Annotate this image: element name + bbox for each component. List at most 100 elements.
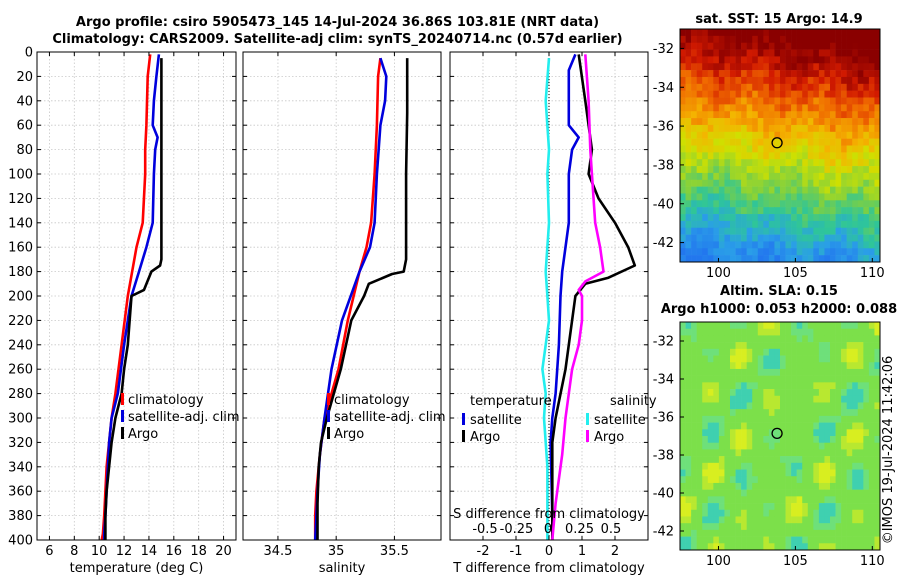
map-cell <box>713 220 720 229</box>
map-cell <box>791 193 797 201</box>
map-cell <box>846 449 853 457</box>
map-cell <box>807 375 814 383</box>
map-cell <box>818 543 825 551</box>
map-cell <box>724 124 731 133</box>
map-cell <box>763 214 770 222</box>
map-cell <box>852 193 859 201</box>
map-cell <box>702 166 709 174</box>
map-cell <box>857 503 864 511</box>
map-cell <box>807 342 814 350</box>
map-cell <box>830 241 836 249</box>
map-cell <box>857 362 864 370</box>
map-cell <box>768 104 775 112</box>
map-cell <box>724 248 731 256</box>
map-cell <box>713 172 720 181</box>
map-cell <box>746 355 753 363</box>
map-cell <box>857 482 864 490</box>
map-cell <box>702 342 709 350</box>
map-cell <box>774 342 781 350</box>
map-cell <box>752 322 759 330</box>
map-cell <box>841 456 847 464</box>
map-cell <box>757 49 764 57</box>
map-cell <box>818 456 825 464</box>
map-cell <box>802 395 809 403</box>
map-cell <box>724 83 731 91</box>
map-cell <box>774 496 781 504</box>
map-cell <box>846 56 853 64</box>
map-cell <box>813 335 820 343</box>
map-cell <box>846 509 853 517</box>
map-cell <box>824 241 831 249</box>
legend-label: Argo <box>334 427 364 442</box>
map-cell <box>813 49 820 57</box>
map-cell <box>724 118 731 126</box>
map-cell <box>852 76 859 85</box>
map-cell <box>813 462 820 470</box>
map-cell <box>780 179 786 187</box>
map-cell <box>830 409 836 417</box>
map-cell <box>796 402 803 410</box>
map-cell <box>802 543 809 551</box>
map-cell <box>780 395 786 403</box>
map-cell <box>763 355 770 363</box>
map-cell <box>791 35 797 43</box>
map-cell <box>796 234 803 242</box>
y-tick-label: 100 <box>8 168 33 183</box>
map-cell <box>824 97 831 105</box>
map-cell <box>846 166 853 174</box>
map-cell <box>735 503 742 511</box>
map-cell <box>707 342 714 350</box>
map-cell <box>785 152 792 160</box>
map-cell <box>857 436 864 444</box>
map-cell <box>730 489 736 497</box>
map-cell <box>846 145 853 153</box>
map-cell <box>863 104 870 112</box>
map-cell <box>680 348 686 356</box>
map-cell <box>863 469 870 477</box>
map-cell <box>718 193 725 201</box>
map-cell <box>796 207 803 215</box>
map-cell <box>713 29 720 37</box>
map-cell <box>713 104 720 112</box>
map-cell <box>718 166 725 174</box>
map-cell <box>857 402 864 410</box>
map-cell <box>874 63 881 71</box>
map-cell <box>730 362 736 370</box>
map-cell <box>685 131 692 139</box>
map-cell <box>763 111 770 119</box>
map-cell <box>752 227 759 235</box>
map-cell <box>841 476 847 484</box>
map-cell <box>768 523 775 531</box>
map-cell <box>852 389 859 397</box>
map-cell <box>746 70 753 78</box>
map-cell <box>741 328 747 336</box>
map-cell <box>824 462 831 470</box>
map-cell <box>707 395 714 403</box>
map-cell <box>830 429 836 437</box>
map-cell <box>785 56 792 64</box>
map-cell <box>774 90 781 98</box>
map-cell <box>802 355 809 363</box>
argo-location-marker <box>771 137 783 149</box>
map-cell <box>768 193 775 201</box>
map-cell <box>757 415 764 423</box>
map-cell <box>685 90 692 98</box>
map-cell <box>830 63 836 71</box>
map-cell <box>774 382 781 390</box>
map-cell <box>863 436 870 444</box>
map-cell <box>863 442 870 450</box>
map-cell <box>724 56 731 64</box>
map-cell <box>791 56 797 64</box>
map-cell <box>763 509 770 517</box>
map-cell <box>868 348 875 356</box>
map-cell <box>718 56 725 64</box>
map-cell <box>818 63 825 71</box>
map-cell <box>857 442 864 450</box>
map-cell <box>830 449 836 457</box>
map-cell <box>863 509 870 517</box>
map-cell <box>757 172 764 181</box>
map-cell <box>713 234 720 242</box>
map-cell <box>691 76 697 85</box>
map-cell <box>791 104 797 112</box>
map-cell <box>846 355 853 363</box>
